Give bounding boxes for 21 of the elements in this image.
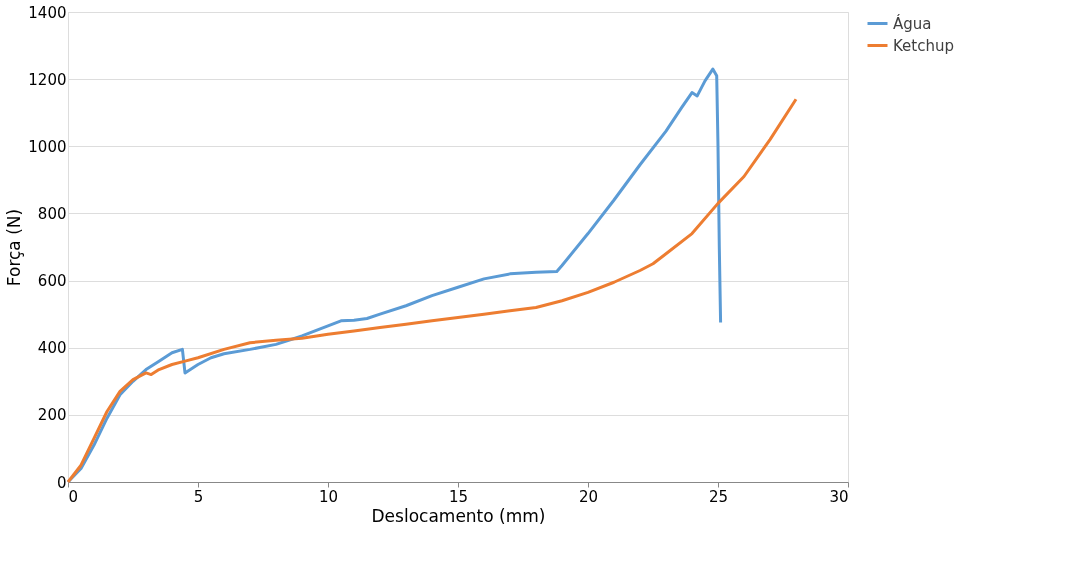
x-axis-title: Deslocamento (mm) xyxy=(371,505,546,526)
line-series xyxy=(66,67,723,484)
y-tick-label: 1000 xyxy=(28,137,67,156)
line-series xyxy=(66,97,798,484)
x-tick-label: 5 xyxy=(193,487,204,506)
y-axis-title: Força (N) xyxy=(4,208,25,287)
legend-label: Água xyxy=(893,13,932,33)
y-tick-label: 200 xyxy=(37,406,67,425)
x-tick-label: 15 xyxy=(448,487,469,506)
x-tick-label: 10 xyxy=(318,487,339,506)
y-tick-label: 1400 xyxy=(28,3,67,22)
x-tick-label: 30 xyxy=(829,487,849,506)
x-tick-label: 0 xyxy=(68,487,79,506)
legend-label: Ketchup xyxy=(893,36,954,55)
y-tick-label: 0 xyxy=(56,473,67,492)
x-tick-label: 25 xyxy=(708,487,729,506)
y-tick-label: 600 xyxy=(37,272,67,291)
y-tick-label: 1200 xyxy=(28,70,67,89)
x-tick-label: 20 xyxy=(578,487,599,506)
y-tick-label: 800 xyxy=(37,204,67,223)
y-tick-label: 400 xyxy=(37,339,67,358)
